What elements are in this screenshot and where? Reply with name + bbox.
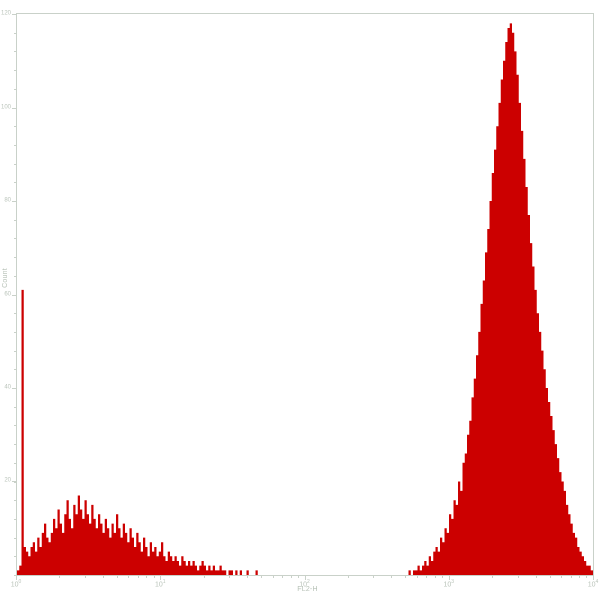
y-axis-minor-tick (14, 331, 16, 333)
x-axis-minor-tick (347, 576, 349, 578)
x-axis-major-tick (448, 576, 450, 580)
y-axis-tick-label: 120 (1, 10, 12, 17)
x-axis-minor-tick (391, 576, 393, 578)
x-axis-minor-tick (116, 576, 118, 578)
y-axis-title: Count (2, 268, 9, 288)
y-axis-minor-tick (14, 575, 16, 576)
y-axis-minor-tick (14, 126, 16, 128)
y-axis-tick-label: 40 (4, 384, 11, 391)
y-axis-minor-tick (14, 219, 16, 221)
x-axis-minor-tick (137, 576, 139, 578)
x-axis-minor-tick (373, 576, 375, 578)
y-axis-minor-tick (14, 556, 16, 558)
x-axis-minor-tick (282, 576, 284, 578)
x-axis-minor-tick (247, 576, 249, 578)
y-axis-minor-tick (14, 444, 16, 446)
y-axis-minor-tick (14, 238, 16, 240)
x-axis-major-tick (304, 576, 306, 580)
y-axis-tick-label: 20 (4, 477, 11, 484)
y-axis-minor-tick (14, 406, 16, 408)
x-axis-line (16, 575, 594, 576)
y-axis-minor-tick (14, 313, 16, 315)
x-axis-minor-tick (153, 576, 155, 578)
x-axis-tick-label: 104 (587, 579, 599, 589)
x-axis-minor-tick (290, 576, 292, 578)
y-axis-minor-tick (14, 70, 16, 72)
y-axis-minor-tick (14, 163, 16, 165)
y-axis-minor-tick (14, 257, 16, 259)
y-axis-minor-tick (14, 88, 16, 90)
x-axis-major-tick (16, 576, 17, 580)
x-axis-minor-tick (128, 576, 130, 578)
y-axis-major-tick (12, 294, 16, 296)
x-axis-tick-label: 100 (10, 579, 22, 589)
y-axis-major-tick (12, 200, 16, 202)
y-axis-minor-tick (14, 51, 16, 53)
x-axis-minor-tick (535, 576, 537, 578)
y-axis-major-tick (12, 481, 16, 483)
y-axis-major-tick (12, 388, 16, 390)
x-axis-minor-tick (59, 576, 61, 578)
y-axis-minor-tick (14, 425, 16, 427)
x-axis-minor-tick (272, 576, 274, 578)
x-axis-minor-tick (405, 576, 407, 578)
x-axis-minor-tick (434, 576, 436, 578)
x-axis-minor-tick (586, 576, 588, 578)
y-axis-minor-tick (14, 32, 16, 34)
y-axis-minor-tick (14, 369, 16, 371)
y-axis-minor-tick (14, 275, 16, 277)
x-axis-minor-tick (102, 576, 104, 578)
x-axis-minor-tick (570, 576, 572, 578)
x-axis-minor-tick (442, 576, 444, 578)
x-axis-major-tick (593, 576, 594, 580)
x-axis-minor-tick (492, 576, 494, 578)
x-axis-minor-tick (229, 576, 231, 578)
x-axis-minor-tick (561, 576, 562, 578)
y-axis-major-tick (12, 14, 16, 15)
x-axis-minor-tick (426, 576, 428, 578)
y-axis-tick-label: 80 (4, 197, 11, 204)
histogram-svg (17, 23, 593, 575)
x-axis-minor-tick (84, 576, 86, 578)
x-axis-minor-tick (549, 576, 551, 578)
y-axis-minor-tick (14, 144, 16, 146)
x-axis-minor-tick (416, 576, 418, 578)
x-axis-minor-tick (517, 576, 519, 578)
y-axis-tick-label: 60 (4, 291, 11, 297)
x-axis-title-text: FL2-H (297, 586, 318, 593)
y-axis-minor-tick (14, 182, 16, 184)
x-axis-minor-tick (261, 576, 263, 578)
x-axis-minor-tick (579, 576, 580, 578)
x-axis-minor-tick (297, 576, 299, 578)
x-axis-tick-label: 102 (299, 579, 310, 589)
y-axis-minor-tick (14, 462, 16, 464)
y-axis-minor-tick (14, 500, 16, 502)
x-axis-tick-label: 101 (155, 579, 166, 589)
y-axis-tick-label: 100 (1, 104, 12, 111)
plot-area (17, 14, 593, 575)
histogram-fill-path (17, 23, 593, 575)
x-axis-minor-tick (203, 576, 205, 578)
x-axis-title: FL2-H (0, 586, 609, 594)
x-axis-minor-tick (146, 576, 148, 578)
x-axis-major-tick (160, 576, 162, 580)
y-axis-major-tick (12, 107, 16, 109)
y-axis-minor-tick (14, 537, 16, 539)
y-axis-line (16, 13, 17, 576)
y-axis-minor-tick (14, 350, 16, 352)
y-axis-minor-tick (14, 518, 16, 520)
x-axis-tick-label: 103 (443, 579, 455, 589)
